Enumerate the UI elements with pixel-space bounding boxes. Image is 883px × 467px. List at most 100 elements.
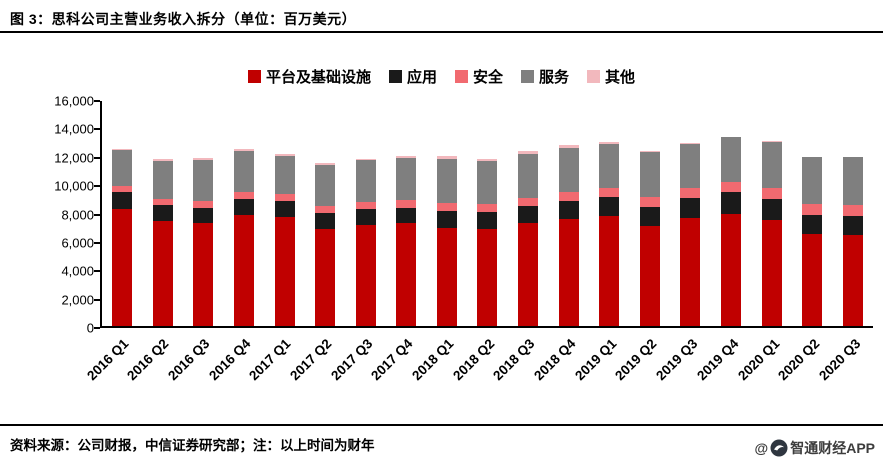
bar-segment bbox=[193, 207, 214, 224]
bar-segment bbox=[112, 192, 133, 210]
bar-2016-Q4 bbox=[234, 101, 255, 326]
bar-2018-Q1 bbox=[436, 101, 457, 326]
legend-swatch-icon bbox=[521, 70, 534, 83]
bar-2017-Q1 bbox=[274, 101, 295, 326]
bar-segment bbox=[639, 152, 660, 198]
plot-area bbox=[100, 101, 873, 328]
legend-label: 应用 bbox=[406, 69, 437, 86]
y-axis-tick bbox=[94, 298, 100, 301]
bar-segment bbox=[234, 214, 255, 326]
bar-segment bbox=[761, 198, 782, 220]
watermark-at: @ bbox=[754, 440, 769, 456]
bar-segment bbox=[761, 219, 782, 326]
bar-segment bbox=[518, 150, 539, 154]
y-axis-label: 16,000 bbox=[54, 93, 94, 109]
legend-item: 其他 bbox=[587, 66, 635, 87]
bar-segment bbox=[842, 205, 863, 217]
source-note: 资料来源：公司财报，中信证券研究部；注：以上时间为财年 bbox=[10, 438, 375, 453]
bar-segment bbox=[234, 192, 255, 200]
x-axis: 2016 Q1 2016 Q2 2016 Q3 2016 Q4 2017 Q1 2017 … bbox=[84, 334, 873, 406]
bar-segment bbox=[558, 145, 579, 149]
bar-segment bbox=[396, 157, 417, 201]
bar-segment bbox=[355, 201, 376, 210]
y-axis-ticks bbox=[94, 100, 100, 329]
bar-segment bbox=[842, 235, 863, 326]
x-axis-label: 2019 Q2 bbox=[612, 336, 660, 384]
bar-segment bbox=[558, 192, 579, 201]
y-axis-label: 14,000 bbox=[54, 121, 94, 137]
x-axis-label: 2019 Q4 bbox=[693, 336, 742, 384]
legend-item: 安全 bbox=[454, 66, 503, 87]
bar-segment bbox=[152, 198, 173, 206]
bar-2020-Q2 bbox=[802, 101, 823, 326]
y-axis-tick bbox=[94, 327, 100, 329]
bar-segment bbox=[152, 159, 173, 161]
bar-segment bbox=[396, 200, 417, 208]
bar-segment bbox=[558, 200, 579, 220]
legend-label: 其他 bbox=[605, 69, 636, 86]
bar-segment bbox=[680, 198, 701, 219]
bar-segment bbox=[234, 150, 255, 193]
bar-segment bbox=[315, 162, 336, 165]
y-axis-label: 10,000 bbox=[54, 178, 94, 194]
bar-segment bbox=[558, 219, 579, 326]
legend-item: 平台及基础设施 bbox=[247, 66, 371, 87]
bar-2016-Q1 bbox=[112, 101, 133, 326]
bar-segment bbox=[761, 188, 782, 199]
y-axis: 0 2,000 4,000 6,000 8,000 10,000 12,000 14,000 1… bbox=[0, 94, 94, 336]
bar-segment bbox=[680, 188, 701, 199]
bar-segment bbox=[112, 148, 133, 151]
bar-segment bbox=[599, 216, 620, 326]
bar-segment bbox=[436, 210, 457, 228]
bar-segment bbox=[802, 233, 823, 326]
bar-segment bbox=[558, 148, 579, 193]
bar-2017-Q4 bbox=[396, 101, 417, 326]
y-axis-tick bbox=[94, 100, 100, 102]
x-axis-label: 2020 Q2 bbox=[775, 336, 823, 384]
bar-segment bbox=[193, 223, 214, 326]
bar-segment bbox=[274, 153, 295, 156]
y-axis-tick bbox=[94, 128, 100, 131]
bar-segment bbox=[518, 198, 539, 206]
bar-segment bbox=[274, 155, 295, 194]
bar-2018-Q2 bbox=[477, 101, 498, 326]
bar-segment bbox=[315, 212, 336, 229]
legend-label: 服务 bbox=[539, 69, 570, 86]
y-axis-tick bbox=[94, 156, 100, 159]
bar-segment bbox=[639, 207, 660, 227]
bar-segment bbox=[518, 153, 539, 199]
y-axis-tick bbox=[94, 185, 100, 188]
bar-segment bbox=[234, 148, 255, 151]
bar-segment bbox=[639, 197, 660, 208]
bar-segment bbox=[193, 160, 214, 201]
legend-swatch-icon bbox=[247, 70, 261, 83]
bar-segment bbox=[112, 186, 133, 193]
x-axis-label: 2016 Q1 bbox=[83, 336, 131, 384]
legend-label: 平台及基础设施 bbox=[265, 69, 371, 86]
x-axis-label: 2018 Q4 bbox=[531, 336, 579, 384]
legend-item: 应用 bbox=[388, 66, 437, 87]
bar-2018-Q3 bbox=[518, 101, 539, 326]
bar-segment bbox=[234, 199, 255, 215]
watermark: @ 智通财经APP bbox=[755, 438, 875, 458]
bar-segment bbox=[842, 216, 863, 236]
bar-segment bbox=[436, 155, 457, 159]
bar-segment bbox=[842, 157, 863, 206]
bar-segment bbox=[315, 164, 336, 206]
bar-segment bbox=[720, 182, 741, 193]
watermark-text: 智通财经APP bbox=[790, 440, 875, 456]
bar-2019-Q1 bbox=[599, 101, 620, 326]
bar-2016-Q2 bbox=[152, 101, 173, 326]
y-axis-label: 4,000 bbox=[61, 263, 94, 279]
x-axis-label: 2019 Q1 bbox=[571, 336, 620, 384]
bar-segment bbox=[720, 213, 741, 326]
bar-2019-Q3 bbox=[680, 101, 701, 326]
bar-segment bbox=[396, 223, 417, 326]
bar-segment bbox=[152, 220, 173, 326]
bar-2017-Q2 bbox=[315, 101, 336, 326]
x-axis-label: 2018 Q2 bbox=[449, 336, 498, 384]
x-axis-label: 2017 Q1 bbox=[246, 336, 294, 384]
bar-segment bbox=[274, 200, 295, 218]
x-axis-label: 2017 Q4 bbox=[368, 336, 416, 384]
